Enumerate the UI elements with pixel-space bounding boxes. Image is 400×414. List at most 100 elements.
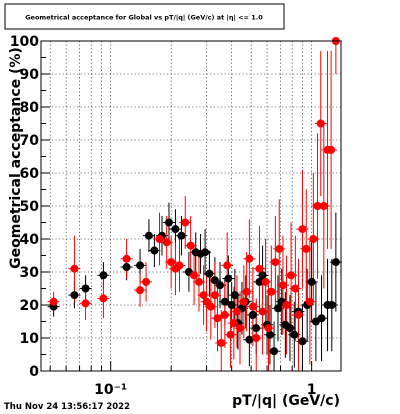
data-point (49, 297, 58, 306)
data-point (199, 291, 208, 300)
data-point (235, 324, 244, 333)
data-point (270, 347, 279, 356)
data-point (230, 291, 239, 300)
data-point (213, 314, 222, 323)
data-point (224, 274, 233, 283)
data-point (290, 330, 299, 339)
data-point (81, 284, 90, 293)
title-box (4, 3, 285, 30)
data-point (210, 276, 219, 285)
data-point (327, 301, 336, 309)
data-point (298, 225, 307, 234)
data-point (155, 235, 164, 243)
data-point (177, 231, 186, 240)
data-point (285, 324, 294, 333)
data-point (181, 218, 190, 227)
data-point (206, 302, 215, 311)
data-point (216, 281, 225, 290)
data-point (273, 304, 282, 313)
data-point (186, 241, 195, 250)
data-point (99, 271, 108, 280)
data-point (261, 277, 270, 286)
data-point (70, 264, 79, 273)
data-point (252, 334, 261, 342)
data-point (275, 244, 284, 253)
data-point (317, 314, 326, 323)
data-point (282, 301, 291, 309)
data-point (255, 277, 264, 286)
x-tick-label: 10⁻¹ (94, 382, 127, 398)
data-point (164, 218, 173, 227)
data-points (49, 37, 340, 356)
data-point (70, 291, 79, 300)
data-point (226, 330, 235, 339)
y-axis-title: Geometrical acceptance (%) (8, 47, 24, 269)
tick-labels: 0 10 20 30 40 50 60 70 80 90 100 10⁻¹ 1 (10, 34, 317, 398)
data-point (252, 324, 261, 333)
y-tick-label: 40 (20, 232, 40, 248)
y-tick-label: 90 (20, 67, 40, 83)
data-point (136, 286, 145, 295)
data-point (298, 337, 307, 346)
data-point (136, 261, 145, 270)
data-point (291, 284, 300, 293)
chart-title: Geometrical acceptance for Global vs pT/… (25, 14, 263, 23)
y-tick-label: 60 (20, 166, 40, 182)
data-point (201, 248, 210, 257)
data-point (245, 335, 254, 344)
data-point (267, 287, 276, 296)
data-point (265, 330, 274, 339)
y-tick-label: 100 (10, 34, 39, 50)
data-point (99, 294, 108, 303)
y-tick-label: 80 (20, 100, 40, 116)
data-point (316, 119, 325, 128)
data-point (239, 297, 248, 306)
data-point (229, 319, 238, 328)
data-point (232, 307, 241, 316)
data-point (142, 277, 151, 286)
data-point (258, 307, 267, 316)
data-point (313, 202, 322, 210)
data-point (150, 246, 159, 255)
data-point (248, 310, 257, 319)
data-point (258, 271, 267, 280)
data-point (255, 264, 264, 273)
data-point (122, 263, 131, 272)
data-point (220, 310, 229, 319)
data-point (264, 324, 273, 333)
data-point (331, 258, 340, 267)
data-point (223, 261, 232, 270)
data-point (227, 301, 236, 309)
y-tick-label: 70 (20, 133, 40, 149)
data-point (175, 261, 184, 270)
data-point (167, 258, 176, 267)
data-point (81, 299, 90, 308)
data-point (327, 145, 336, 154)
plot-frame (40, 40, 342, 372)
data-point (194, 277, 203, 286)
y-tick-label: 20 (20, 298, 40, 314)
data-point (305, 297, 314, 306)
data-point (190, 271, 199, 280)
grid-lines (41, 40, 341, 372)
data-point (248, 302, 257, 311)
data-point (319, 202, 328, 210)
x-tick-label: 1 (307, 382, 317, 398)
data-point (162, 238, 171, 247)
y-tick-label: 10 (20, 331, 40, 347)
data-point (309, 235, 318, 243)
data-point (307, 277, 316, 286)
data-point (217, 338, 226, 347)
data-point (220, 297, 229, 306)
data-point (242, 287, 251, 296)
data-point (144, 231, 153, 240)
data-point (171, 225, 180, 234)
data-point (271, 258, 280, 267)
y-tick-label: 30 (20, 265, 40, 281)
data-point (205, 269, 214, 278)
timestamp: Thu Nov 24 13:56:17 2022 (4, 402, 130, 412)
data-point (122, 254, 131, 263)
data-point (245, 254, 254, 263)
data-point (287, 271, 296, 280)
